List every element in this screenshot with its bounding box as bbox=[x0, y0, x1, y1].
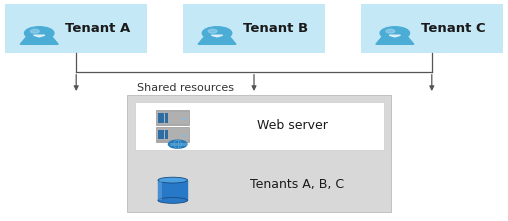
Polygon shape bbox=[20, 35, 58, 44]
Polygon shape bbox=[158, 180, 187, 200]
Polygon shape bbox=[198, 35, 236, 44]
Circle shape bbox=[208, 29, 217, 33]
Polygon shape bbox=[376, 35, 414, 44]
FancyBboxPatch shape bbox=[135, 102, 384, 150]
FancyBboxPatch shape bbox=[156, 127, 189, 141]
Ellipse shape bbox=[158, 177, 187, 183]
Polygon shape bbox=[34, 35, 45, 37]
FancyBboxPatch shape bbox=[5, 4, 147, 53]
Text: Tenants A, B, C: Tenants A, B, C bbox=[250, 178, 344, 191]
FancyBboxPatch shape bbox=[158, 181, 163, 200]
FancyBboxPatch shape bbox=[127, 95, 391, 212]
FancyBboxPatch shape bbox=[166, 113, 168, 123]
Text: Shared resources: Shared resources bbox=[137, 83, 234, 93]
Circle shape bbox=[24, 27, 54, 40]
Polygon shape bbox=[389, 35, 400, 37]
FancyBboxPatch shape bbox=[156, 110, 189, 125]
Circle shape bbox=[169, 140, 187, 148]
Text: Tenant A: Tenant A bbox=[65, 22, 130, 35]
Circle shape bbox=[30, 29, 39, 33]
Ellipse shape bbox=[158, 198, 187, 203]
FancyBboxPatch shape bbox=[361, 4, 503, 53]
Circle shape bbox=[202, 27, 232, 40]
FancyBboxPatch shape bbox=[158, 130, 164, 139]
FancyBboxPatch shape bbox=[183, 4, 325, 53]
FancyBboxPatch shape bbox=[157, 128, 188, 140]
Text: Tenant C: Tenant C bbox=[421, 22, 486, 35]
Circle shape bbox=[380, 27, 409, 40]
Text: Tenant B: Tenant B bbox=[243, 22, 308, 35]
FancyBboxPatch shape bbox=[166, 130, 168, 139]
Text: Web server: Web server bbox=[257, 119, 328, 132]
FancyBboxPatch shape bbox=[158, 113, 164, 123]
FancyBboxPatch shape bbox=[157, 112, 188, 124]
Circle shape bbox=[386, 29, 395, 33]
Polygon shape bbox=[211, 35, 223, 37]
Circle shape bbox=[183, 135, 186, 136]
Circle shape bbox=[183, 118, 186, 120]
